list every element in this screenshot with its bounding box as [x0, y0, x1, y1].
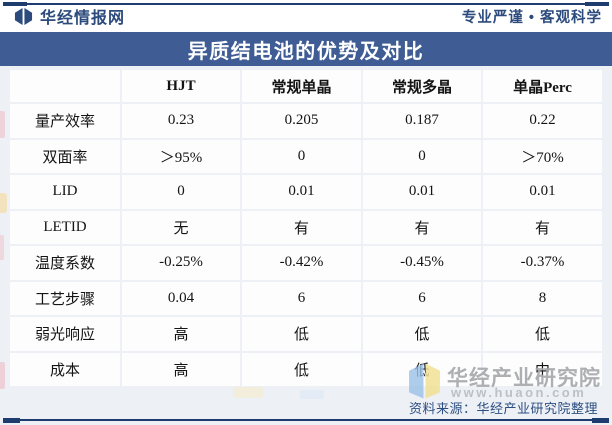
ghost-watermark	[0, 362, 5, 389]
top-divider-cap-right	[585, 1, 609, 6]
bottom-divider-line	[3, 419, 609, 421]
comparison-table: HJT 常规单晶 常规多晶 单晶Perc 量产效率 0.23 0.205 0.187 0.22…	[8, 68, 604, 388]
table-cell: 有	[483, 210, 602, 244]
table-cell: -0.25%	[122, 246, 240, 280]
table-cell: 6	[363, 281, 481, 315]
table-cell: 中	[483, 352, 602, 386]
row-label: LID	[10, 175, 120, 209]
watermark-url: www.huaon.com	[451, 385, 587, 400]
brand-name: 华经情报网	[40, 10, 126, 27]
table-cell: 低	[363, 317, 481, 351]
table-wrap: HJT 常规单晶 常规多晶 单晶Perc 量产效率 0.23 0.205 0.187 0.22…	[8, 68, 604, 388]
page-title: 异质结电池的优势及对比	[187, 40, 425, 63]
table-cell: 0	[122, 175, 240, 209]
table-cell: 6	[242, 281, 361, 315]
table-cell: ＞70%	[483, 139, 602, 173]
table-cell: 低	[242, 352, 361, 386]
table-cell: 有	[363, 210, 481, 244]
title-bar: 异质结电池的优势及对比	[0, 32, 612, 66]
table-cell: 低	[483, 317, 602, 351]
ghost-watermark	[0, 111, 5, 138]
table-cell: 0.04	[122, 281, 240, 315]
table-body: 量产效率 0.23 0.205 0.187 0.22 双面率 ＞95% 0 0 ＞70% LID 0 0…	[10, 104, 602, 386]
ghost-watermark	[0, 193, 7, 213]
table-cell: 有	[242, 210, 361, 244]
table-cell: 0.01	[363, 175, 481, 209]
bottom-divider-cap-left	[3, 417, 20, 423]
row-label: 成本	[10, 352, 120, 386]
table-cell: -0.42%	[242, 246, 361, 280]
table-cell: -0.45%	[363, 246, 481, 280]
table-cell: 高	[122, 352, 240, 386]
column-header: HJT	[122, 70, 240, 102]
table-cell: 0	[363, 139, 481, 173]
watermark-name: 华经产业研究院	[447, 367, 601, 390]
row-label: 量产效率	[10, 104, 120, 138]
top-divider-cap-left	[3, 1, 27, 6]
column-header: 单晶Perc	[483, 70, 602, 102]
column-header: 常规多晶	[363, 70, 481, 102]
ghost-watermark	[300, 390, 324, 399]
table-cell: 0.22	[483, 104, 602, 138]
table-row: LID 0 0.01 0.01 0.01	[10, 175, 602, 209]
row-label: 弱光响应	[10, 317, 120, 351]
table-row: 弱光响应高低低低	[10, 317, 602, 351]
table-cell: 0	[242, 139, 361, 173]
table-cell: 0.01	[483, 175, 602, 209]
table-cell: ＞95%	[122, 139, 240, 173]
column-header: 常规单晶	[242, 70, 361, 102]
brand-bar	[0, 0, 612, 32]
table-row: 成本高低低中	[10, 352, 602, 386]
header-row: HJT 常规单晶 常规多晶 单晶Perc	[10, 70, 602, 102]
brand: 华经情报网	[13, 0, 125, 32]
corner-header	[10, 70, 120, 102]
source-note: 资料来源：华经产业研究院整理	[408, 401, 598, 416]
table-cell: 低	[242, 317, 361, 351]
brand-tagline: 专业严谨 • 客观科学	[461, 9, 602, 26]
table-cell: -0.37%	[483, 246, 602, 280]
bottom-divider-cap-right	[592, 417, 609, 423]
table-row: 温度系数 -0.25% -0.42% -0.45% -0.37%	[10, 246, 602, 280]
table-row: 工艺步骤 0.04 6 6 8	[10, 281, 602, 315]
table-cell: 0.23	[122, 104, 240, 138]
ghost-watermark	[233, 387, 263, 398]
table-cell: 0.205	[242, 104, 361, 138]
row-label: 双面率	[10, 139, 120, 173]
row-label: 温度系数	[10, 246, 120, 280]
table-cell: 无	[122, 210, 240, 244]
row-label: 工艺步骤	[10, 281, 120, 315]
table-row: LETID 无有有有	[10, 210, 602, 244]
ghost-watermark	[0, 235, 4, 260]
table-cell: 8	[483, 281, 602, 315]
table-cell: 高	[122, 317, 240, 351]
top-divider-line	[3, 3, 609, 5]
table-cell: 0.187	[363, 104, 481, 138]
row-label: LETID	[10, 210, 120, 244]
table-row: 双面率 ＞95% 0 0 ＞70%	[10, 139, 602, 173]
table-row: 量产效率 0.23 0.205 0.187 0.22	[10, 104, 602, 138]
open-book-icon	[14, 7, 33, 25]
table-cell: 0.01	[242, 175, 361, 209]
watermark-book-icon	[409, 363, 440, 399]
